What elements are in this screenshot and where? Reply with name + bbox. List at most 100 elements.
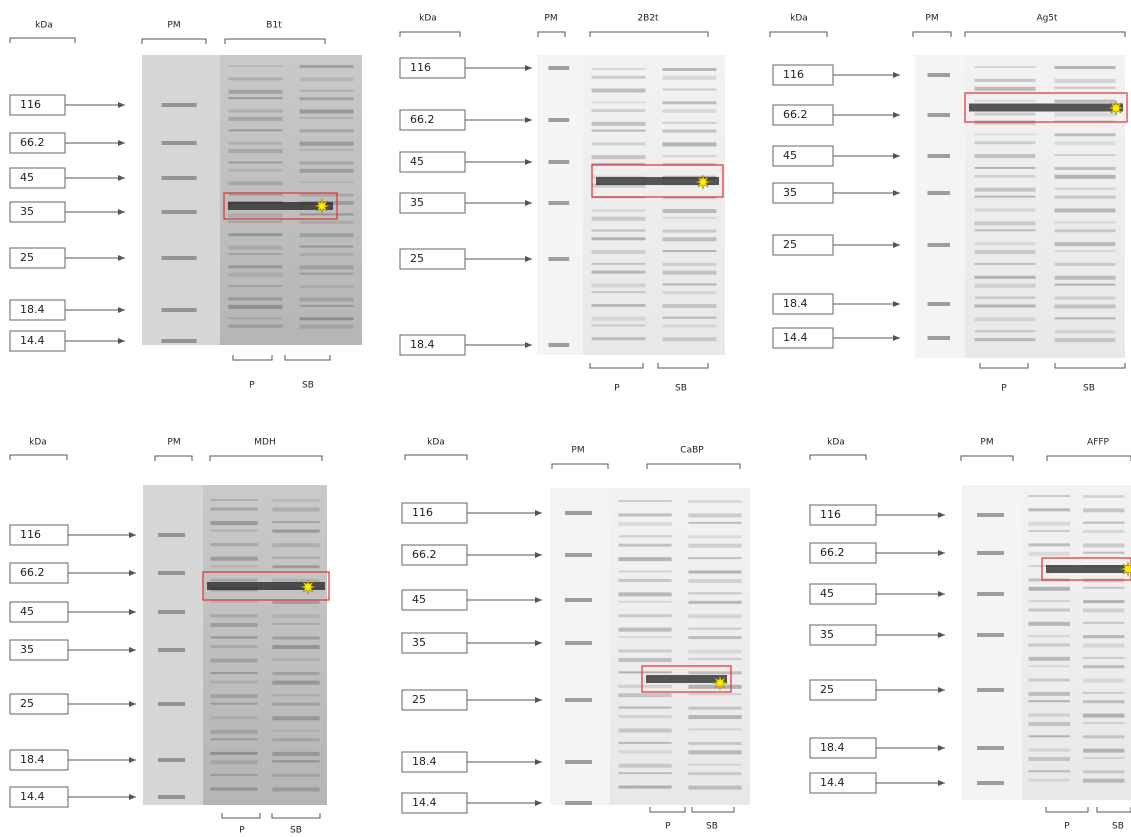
protein-band: [272, 521, 319, 523]
kda-label: kDa: [35, 21, 53, 31]
protein-band: [618, 557, 671, 561]
protein-band: [229, 149, 283, 153]
gel-panel: [550, 488, 750, 805]
marker-band: [549, 160, 570, 164]
protein-band: [618, 772, 671, 774]
protein-band: [229, 65, 283, 67]
protein-band: [618, 685, 671, 688]
protein-name: B1t: [266, 21, 282, 31]
marker-band: [928, 302, 951, 306]
protein-band: [975, 167, 1036, 169]
marker-label: 35: [783, 186, 797, 199]
protein-band: [592, 291, 646, 293]
protein-band: [663, 68, 717, 71]
protein-band: [663, 109, 717, 113]
protein-band: [688, 535, 741, 538]
protein-band: [210, 499, 257, 501]
p-label: P: [239, 826, 245, 836]
protein-band: [975, 284, 1036, 288]
marker-band: [158, 610, 185, 614]
protein-band: [592, 250, 646, 254]
bracket: [222, 813, 260, 818]
protein-band: [300, 305, 354, 307]
marker-box: [773, 183, 833, 203]
protein-band: [1029, 679, 1070, 682]
protein-band: [229, 221, 283, 223]
marker-box: [773, 235, 833, 255]
protein-band: [975, 317, 1036, 321]
protein-band: [663, 209, 717, 213]
marker-band: [549, 257, 570, 261]
protein-band: [1083, 622, 1124, 624]
protein-band: [229, 129, 283, 131]
protein-band: [229, 317, 283, 319]
pm-label: PM: [544, 14, 557, 24]
bracket: [658, 363, 708, 368]
kda-label: kDa: [790, 14, 808, 24]
marker-band: [977, 592, 1004, 596]
protein-band: [663, 142, 717, 146]
protein-band: [1083, 749, 1124, 753]
marker-band: [565, 553, 592, 557]
protein-band: [592, 271, 646, 274]
protein-band: [1029, 587, 1070, 591]
protein-band: [1055, 297, 1116, 300]
protein-band: [1029, 522, 1070, 526]
protein-band: [272, 543, 319, 547]
protein-band: [592, 263, 646, 265]
protein-band: [975, 250, 1036, 254]
protein-band: [1055, 250, 1116, 252]
marker-label: 35: [410, 196, 424, 209]
protein-band: [1083, 600, 1124, 603]
star: [696, 175, 710, 189]
marker-box: [10, 694, 68, 714]
marker-band: [977, 513, 1004, 517]
protein-band: [1029, 635, 1070, 637]
protein-band: [300, 117, 354, 119]
protein-band: [1055, 154, 1116, 156]
marker-label: 18.4: [20, 753, 45, 766]
marker-lane: [915, 55, 965, 358]
protein-band: [210, 738, 257, 740]
protein-band: [1055, 113, 1116, 117]
protein-band: [1083, 495, 1124, 498]
protein-band: [975, 141, 1036, 144]
marker-label: 25: [20, 251, 34, 264]
marker-lane: [550, 488, 610, 805]
protein-band: [229, 273, 283, 277]
protein-band: [1029, 600, 1070, 602]
protein-band: [1055, 100, 1116, 103]
protein-band: [229, 305, 283, 309]
target-band: [646, 675, 727, 683]
protein-band: [1029, 508, 1070, 511]
protein-band: [300, 213, 354, 215]
bracket: [405, 455, 467, 460]
marker-band: [977, 688, 1004, 692]
protein-band: [592, 337, 646, 340]
protein-band: [210, 521, 257, 525]
marker-band: [158, 571, 185, 575]
protein-band: [300, 221, 354, 224]
protein-band: [1029, 495, 1070, 497]
bracket: [810, 455, 866, 460]
marker-band: [977, 633, 1004, 637]
bracket: [10, 38, 75, 43]
protein-band: [1055, 188, 1116, 190]
protein-band: [975, 263, 1036, 265]
bracket: [233, 355, 272, 360]
marker-label: 116: [20, 528, 41, 541]
protein-band: [663, 155, 717, 157]
protein-band: [1055, 242, 1116, 246]
bracket: [285, 355, 330, 360]
protein-band: [210, 730, 257, 734]
protein-band: [975, 133, 1036, 135]
marker-band: [977, 781, 1004, 785]
marker-label: 45: [412, 593, 426, 606]
protein-band: [1055, 133, 1116, 136]
figure: kDaPMB1tPSB11666.245352518.414.4kDaPM2B2…: [0, 0, 1131, 837]
bracket: [552, 464, 608, 469]
protein-band: [300, 90, 354, 92]
protein-band: [210, 543, 257, 546]
protein-band: [1083, 635, 1124, 638]
bracket: [961, 456, 1013, 461]
